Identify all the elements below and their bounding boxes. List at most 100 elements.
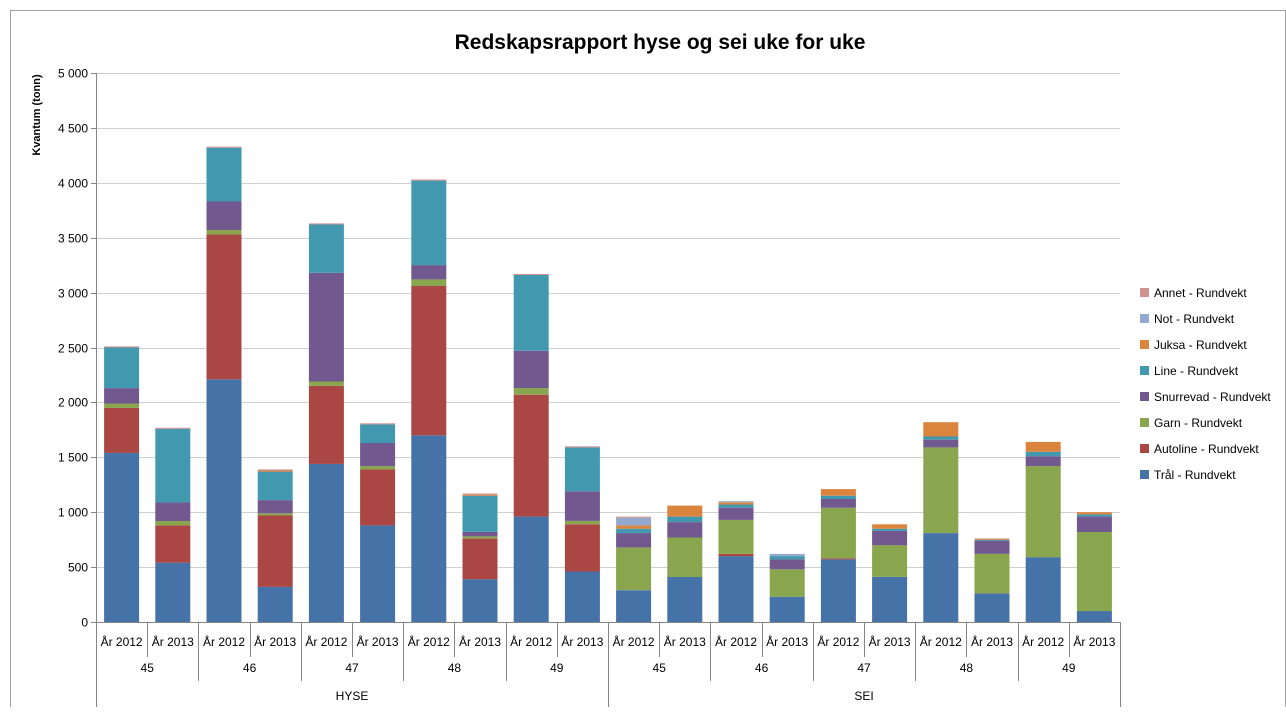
bar-segment: [104, 388, 139, 403]
x-tick-label: År 2013: [971, 634, 1013, 649]
bar-segment: [155, 429, 190, 503]
week-label: 46: [755, 661, 769, 675]
bar-segment: [207, 202, 242, 231]
bar-segment: [667, 522, 702, 537]
bar-segment: [104, 346, 139, 347]
y-tick-label: 5 000: [58, 67, 88, 81]
bar-segment: [719, 508, 754, 520]
bar-segment: [616, 547, 651, 590]
bar-segment: [411, 181, 446, 266]
bar-segment: [155, 428, 190, 429]
bar-segment: [104, 408, 139, 453]
bar-segment: [258, 469, 293, 470]
bar-segment: [975, 554, 1010, 594]
bar-segment: [616, 590, 651, 622]
bar-segment: [667, 517, 702, 523]
bar-segment: [719, 520, 754, 554]
bar-segment: [565, 572, 600, 623]
legend-label: Autoline - Rundvekt: [1154, 442, 1259, 456]
bar-segment: [1026, 452, 1061, 456]
legend-swatch: [1140, 288, 1149, 297]
bar-segment: [309, 223, 344, 224]
legend-label: Snurrevad - Rundvekt: [1154, 390, 1271, 404]
bar-segment: [514, 517, 549, 622]
bar-segment: [104, 453, 139, 622]
bar-segment: [770, 554, 805, 556]
bar-segment: [667, 506, 702, 517]
bar-segment: [155, 525, 190, 562]
x-tick-label: År 2013: [459, 634, 501, 649]
bar-segment: [872, 545, 907, 577]
x-tick-label: År 2012: [510, 634, 552, 649]
bar-segment: [616, 518, 651, 526]
bar-segment: [309, 464, 344, 622]
bar-segment: [770, 559, 805, 569]
bar-segment: [616, 517, 651, 518]
bar-segment: [975, 594, 1010, 623]
bar-segment: [463, 494, 498, 495]
legend-swatch: [1140, 392, 1149, 401]
bar-segment: [309, 225, 344, 273]
bar-segment: [872, 529, 907, 531]
bar-segment: [923, 422, 958, 436]
x-tick-label: År 2012: [1022, 634, 1064, 649]
species-label: HYSE: [336, 689, 369, 703]
x-tick-label: År 2013: [357, 634, 399, 649]
week-label: 46: [243, 661, 257, 675]
bar-segment: [258, 500, 293, 513]
bar-segment: [1026, 557, 1061, 622]
bar-segment: [667, 538, 702, 578]
bar-segment: [975, 539, 1010, 540]
bar-segment: [514, 275, 549, 351]
x-tick-label: År 2012: [203, 634, 245, 649]
bar-segment: [309, 382, 344, 386]
x-tick-label: År 2012: [305, 634, 347, 649]
bar-segment: [360, 466, 395, 469]
bar-segment: [1077, 517, 1112, 532]
bar-segment: [463, 579, 498, 622]
bar-segment: [923, 533, 958, 622]
bar-segment: [155, 521, 190, 525]
bar-segment: [258, 587, 293, 622]
bar-segment: [1077, 611, 1112, 622]
bar-segment: [923, 436, 958, 439]
week-label: 48: [960, 661, 974, 675]
bar-segment: [719, 505, 754, 508]
x-tick-label: År 2013: [152, 634, 194, 649]
x-tick-label: År 2013: [254, 634, 296, 649]
bar-segment: [258, 513, 293, 515]
bar-segment: [565, 446, 600, 447]
bar-segment: [514, 274, 549, 275]
bar-segment: [565, 524, 600, 571]
legend-swatch: [1140, 444, 1149, 453]
y-tick-label: 1 500: [58, 451, 88, 465]
bar-segment: [821, 559, 856, 622]
bar-segment: [514, 388, 549, 395]
bar-segment: [463, 532, 498, 536]
bar-segment: [1026, 442, 1061, 452]
bar-segment: [1026, 466, 1061, 557]
bar-segment: [463, 496, 498, 532]
bar-segment: [821, 496, 856, 499]
x-tick-label: År 2013: [561, 634, 603, 649]
y-tick-label: 3 500: [58, 232, 88, 246]
y-tick-label: 1 000: [58, 506, 88, 520]
x-tick-label: År 2012: [613, 634, 655, 649]
bar-segment: [463, 536, 498, 538]
bar-segment: [565, 491, 600, 521]
bar-segment: [872, 577, 907, 622]
bar-segment: [104, 348, 139, 389]
bar-segment: [309, 273, 344, 382]
bar-segment: [667, 577, 702, 622]
bar-segment: [770, 597, 805, 622]
y-tick-label: 4 000: [58, 177, 88, 191]
legend-label: Trål - Rundvekt: [1154, 468, 1236, 482]
bar-segment: [207, 234, 242, 379]
bar-segment: [821, 558, 856, 559]
bar-segment: [155, 563, 190, 622]
x-tick-label: År 2013: [869, 634, 911, 649]
y-tick-label: 2 500: [58, 342, 88, 356]
bar-segment: [207, 148, 242, 202]
x-tick-label: År 2012: [920, 634, 962, 649]
